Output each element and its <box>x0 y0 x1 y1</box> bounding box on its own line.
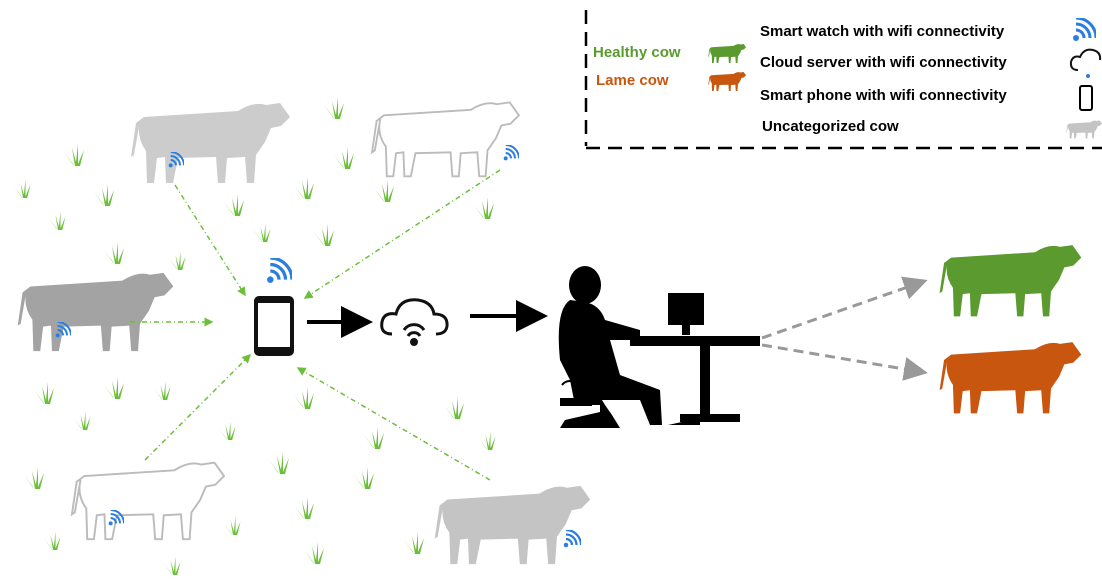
data-links <box>130 169 501 481</box>
healthy-cow <box>939 245 1082 317</box>
legend-label: Smart watch with wifi connectivity <box>760 23 1005 40</box>
legend-label: Smart phone with wifi connectivity <box>760 87 1007 104</box>
legend-label: Healthy cow <box>593 44 681 61</box>
lame-cow <box>939 342 1082 414</box>
router-wifi <box>561 380 579 386</box>
classification-arrows <box>761 276 928 381</box>
legend-label: Lame cow <box>596 72 669 89</box>
smart-phone <box>254 258 294 356</box>
field-cows <box>17 101 591 565</box>
legend-label: Uncategorized cow <box>762 118 899 135</box>
cloud <box>380 298 449 346</box>
operator-at-desk <box>558 266 760 428</box>
legend: Healthy cow Lame cow Smart watch with wi… <box>584 10 1102 150</box>
legend-label: Cloud server with wifi connectivity <box>760 54 1007 71</box>
